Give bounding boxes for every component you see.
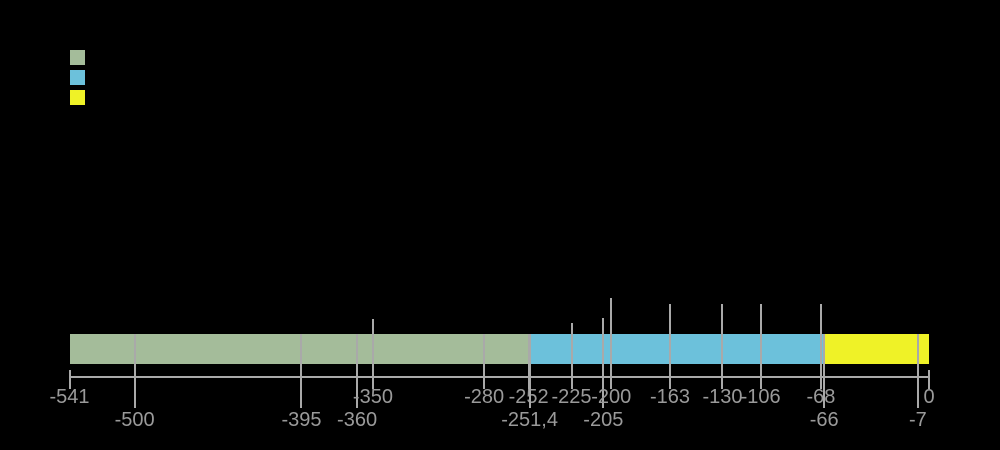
axis-tick [570,323,573,389]
axis-tick [823,334,826,408]
axis-tick-label: -500 [114,409,155,431]
axis-tick [68,370,71,389]
axis-tick-label: -205 [583,409,624,431]
axis-tick-label: -280 [464,386,505,408]
axis-tick [928,370,930,389]
axis-tick [300,334,303,408]
axis-tick [528,334,531,408]
axis-tick [483,334,486,389]
axis-tick-label: -395 [281,409,322,431]
axis-tick-label: -200 [591,386,632,408]
axis-tick-label: -541 [49,386,90,408]
legend-swatch-1 [70,50,85,65]
axis-tick [133,334,136,408]
x-axis-line [69,376,930,378]
axis-tick-label: -360 [337,409,378,431]
timeline-segment-1 [69,334,529,364]
axis-tick-label: -106 [740,386,781,408]
axis-tick [819,304,822,389]
axis-tick [602,318,605,408]
axis-tick [610,298,613,389]
axis-tick-label: -68 [806,386,836,408]
timeline-segment-3 [824,334,929,364]
axis-tick [669,304,672,389]
axis-tick-label: -163 [650,386,691,408]
axis-tick-label: -130 [702,386,743,408]
axis-tick-label: -350 [352,386,393,408]
axis-tick-label: -66 [809,409,839,431]
axis-tick-label: -251,4 [501,409,558,431]
axis-tick [916,334,919,408]
axis-tick-label: -225 [551,386,592,408]
legend-swatch-3 [70,90,85,105]
axis-tick [371,319,374,389]
axis-tick [759,304,762,389]
legend-swatch-2 [70,70,85,85]
axis-tick [356,334,359,408]
timeline-segment-2 [528,334,825,364]
axis-tick-label: -7 [908,409,927,431]
axis-tick-label: 0 [923,386,935,408]
axis-tick [721,304,724,389]
